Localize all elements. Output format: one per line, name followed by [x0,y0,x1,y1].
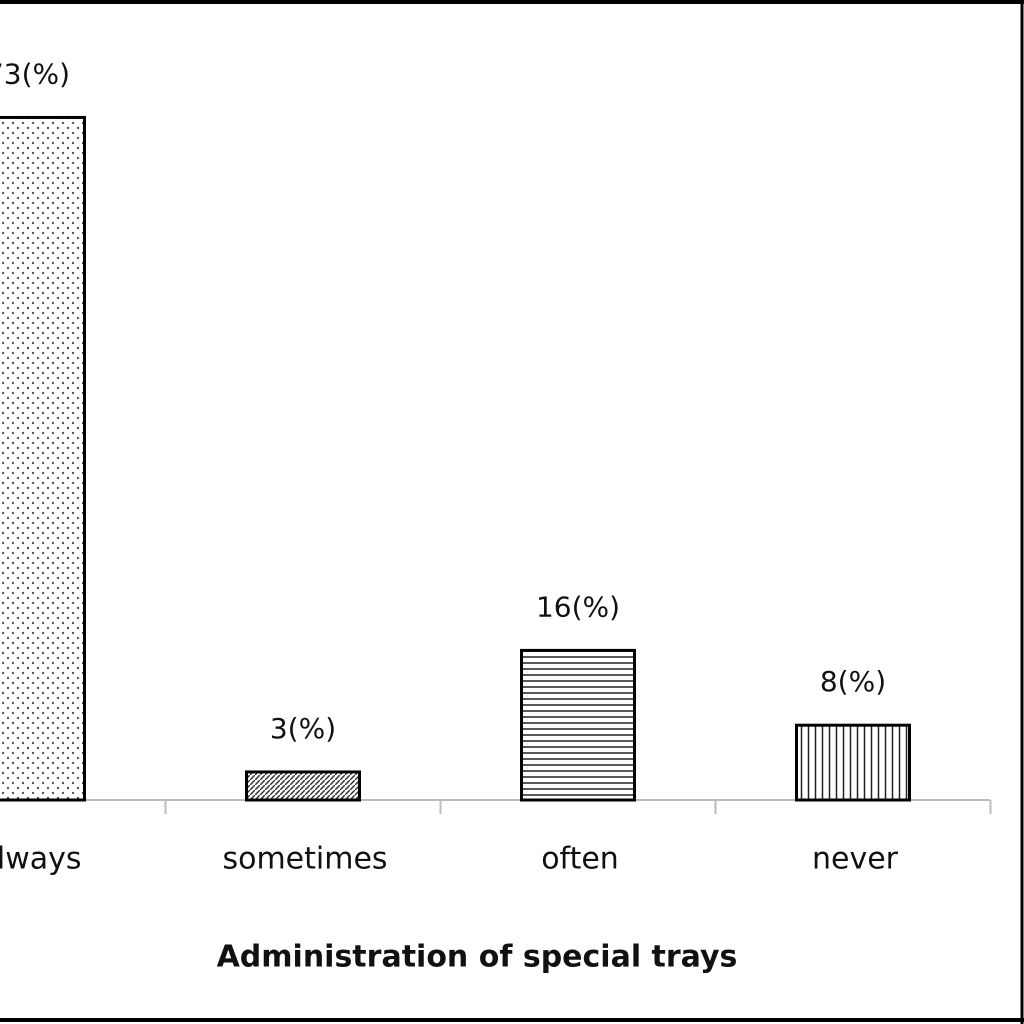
x-tick-label: sometimes [222,842,387,877]
x-tick-label: always [0,842,82,877]
bar [245,770,361,802]
value-label: 16(%) [536,590,620,623]
x-tick-label: never [812,842,899,877]
bar [520,648,636,802]
x-axis-title: Administration of special trays [217,940,738,975]
value-label: 73(%) [0,57,70,90]
bar [795,723,911,802]
bar [0,115,86,802]
value-label: 8(%) [820,665,886,698]
x-tick-label: often [541,842,619,877]
value-label: 3(%) [270,712,336,745]
